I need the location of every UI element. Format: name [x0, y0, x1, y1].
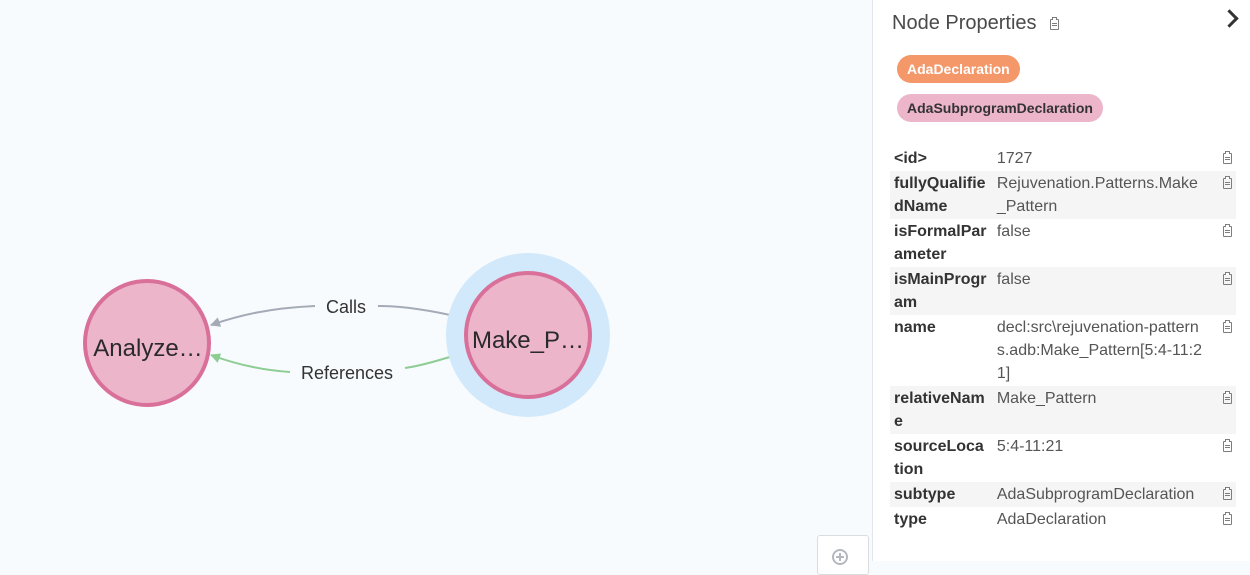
table-row: relativeName Make_Pattern: [890, 386, 1236, 434]
clipboard-icon[interactable]: [1223, 224, 1232, 238]
graph-svg[interactable]: Calls References Analyze… Make_P…: [0, 0, 872, 561]
clipboard-icon[interactable]: [1223, 512, 1232, 526]
property-key: name: [894, 319, 936, 336]
chevron-right-icon[interactable]: [1220, 9, 1239, 28]
clipboard-icon[interactable]: [1223, 487, 1232, 501]
label-pill-adasubprogramdeclaration[interactable]: AdaSubprogramDeclaration: [897, 94, 1103, 122]
table-row: isMainProgram false: [890, 267, 1236, 315]
clipboard-icon[interactable]: [1223, 439, 1232, 453]
property-key: sourceLocation: [894, 438, 984, 478]
rel-calls-line[interactable]: [210, 305, 316, 327]
clipboard-icon[interactable]: [1223, 272, 1232, 286]
table-row: type AdaDeclaration: [890, 507, 1236, 532]
graph-canvas[interactable]: Calls References Analyze… Make_P…: [0, 0, 872, 575]
node-make-pattern[interactable]: Make_P…: [446, 253, 610, 417]
clipboard-icon[interactable]: [1223, 391, 1232, 405]
table-row: <id> 1727: [890, 146, 1236, 171]
property-key: type: [894, 511, 927, 528]
table-row: name decl:src\rejuvenation-patterns.adb:…: [890, 315, 1236, 386]
property-key: isMainProgram: [890, 267, 993, 315]
property-value: decl:src\rejuvenation-patterns.adb:Make_…: [996, 319, 1203, 382]
property-value: false: [996, 223, 1031, 240]
node-properties-panel: Node Properties AdaDeclaration AdaSubpro…: [872, 0, 1250, 561]
rel-calls-label[interactable]: Calls: [326, 297, 366, 317]
property-value: 1727: [996, 150, 1033, 167]
properties-table: <id> 1727 fullyQualifiedName Rejuvenatio…: [890, 146, 1236, 532]
node-analyze-label: Analyze…: [93, 335, 202, 362]
table-row: sourceLocation 5:4-11:21: [890, 434, 1236, 482]
property-value: Rejuvenation.Patterns.Make_Pattern: [992, 171, 1209, 219]
property-key: fullyQualifiedName: [890, 171, 993, 219]
table-row: subtype AdaSubprogramDeclaration: [890, 482, 1236, 507]
node-make-pattern-label: Make_P…: [472, 327, 584, 354]
clipboard-icon[interactable]: [1223, 320, 1232, 334]
property-value: AdaDeclaration: [996, 511, 1107, 528]
property-value: 5:4-11:21: [996, 438, 1064, 455]
clipboard-icon[interactable]: [1223, 176, 1232, 190]
property-value: AdaSubprogramDeclaration: [992, 482, 1209, 507]
node-analyze[interactable]: Analyze…: [83, 279, 211, 407]
table-row: isFormalParameter false: [890, 219, 1236, 267]
property-value: Make_Pattern: [992, 386, 1209, 434]
property-value: false: [992, 267, 1209, 315]
rel-references-label[interactable]: References: [301, 363, 393, 383]
property-key: isFormalParameter: [894, 223, 987, 263]
clipboard-icon[interactable]: [1050, 17, 1059, 30]
clipboard-icon[interactable]: [1223, 151, 1232, 165]
zoom-in-button[interactable]: [817, 535, 869, 575]
property-key: subtype: [890, 482, 993, 507]
zoom-in-icon: [832, 549, 848, 565]
rel-references-line[interactable]: [210, 353, 291, 373]
property-key: relativeName: [890, 386, 993, 434]
property-key: <id>: [894, 150, 927, 167]
panel-title: Node Properties: [892, 12, 1037, 34]
table-row: fullyQualifiedName Rejuvenation.Patterns…: [890, 171, 1236, 219]
label-pill-adadeclaration[interactable]: AdaDeclaration: [897, 55, 1020, 83]
